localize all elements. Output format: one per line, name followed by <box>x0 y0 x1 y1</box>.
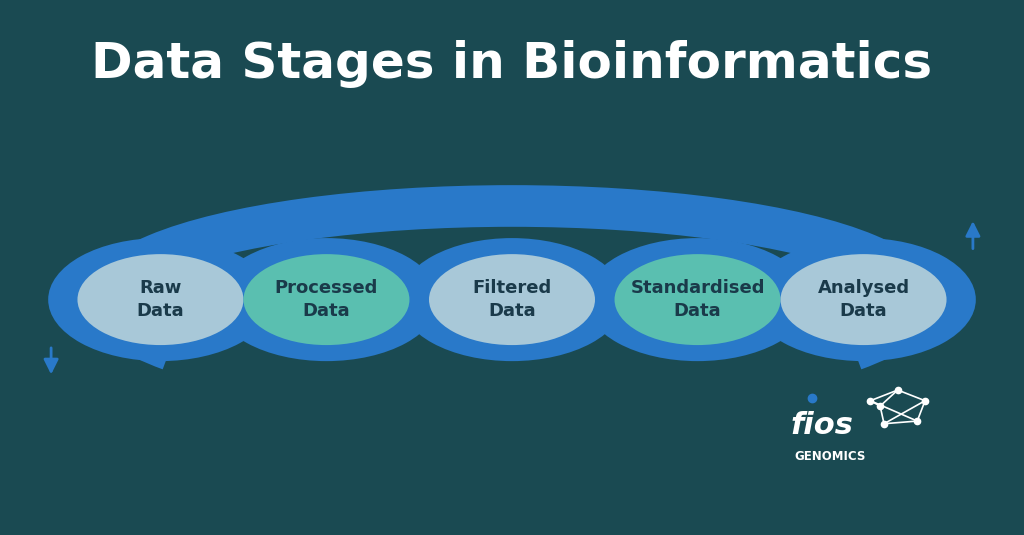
Circle shape <box>614 254 780 345</box>
Circle shape <box>48 238 272 361</box>
Circle shape <box>214 238 438 361</box>
Text: fios: fios <box>791 411 853 440</box>
Text: Raw
Data: Raw Data <box>136 279 184 320</box>
Circle shape <box>780 254 946 345</box>
Circle shape <box>244 254 410 345</box>
Text: Analysed
Data: Analysed Data <box>817 279 909 320</box>
Text: Data Stages in Bioinformatics: Data Stages in Bioinformatics <box>91 40 933 88</box>
Circle shape <box>78 254 244 345</box>
Text: Processed
Data: Processed Data <box>274 279 378 320</box>
Circle shape <box>429 254 595 345</box>
Text: GENOMICS: GENOMICS <box>795 450 865 463</box>
Circle shape <box>399 238 625 361</box>
Circle shape <box>586 238 810 361</box>
Text: Filtered
Data: Filtered Data <box>472 279 552 320</box>
Circle shape <box>752 238 976 361</box>
Text: Standardised
Data: Standardised Data <box>631 279 765 320</box>
